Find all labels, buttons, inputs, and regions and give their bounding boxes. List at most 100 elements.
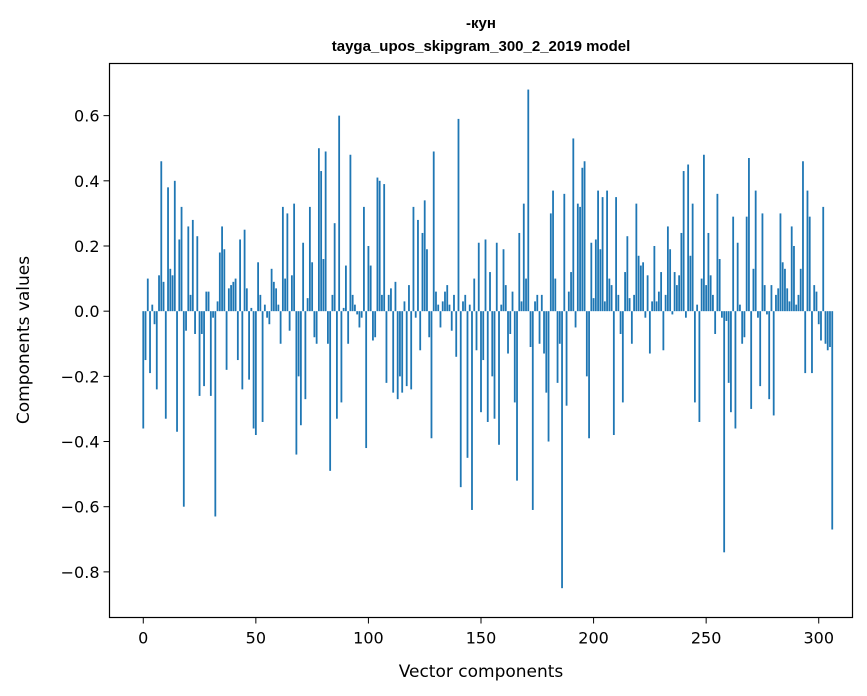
bar-75 — [311, 262, 314, 312]
bar-238 — [678, 275, 681, 312]
bar-101 — [369, 265, 372, 312]
bar-157 — [495, 242, 498, 312]
bar-37 — [225, 311, 228, 370]
x-tick-label: 250 — [691, 629, 722, 648]
bar-227 — [653, 245, 656, 312]
bar-97 — [360, 311, 363, 318]
bar-72 — [304, 311, 307, 400]
bar-25 — [198, 311, 201, 396]
bar-136 — [448, 304, 451, 312]
bar-100 — [367, 245, 370, 312]
bar-115 — [401, 311, 404, 393]
bar-32 — [214, 311, 217, 517]
bar-178 — [543, 311, 545, 354]
y-tick-label: 0.4 — [74, 172, 99, 191]
bar-271 — [752, 268, 755, 312]
bar-109 — [387, 294, 390, 312]
bar-26 — [200, 311, 203, 334]
bar-230 — [660, 272, 663, 312]
bar-256 — [718, 259, 721, 312]
bar-306 — [831, 311, 834, 530]
bar-36 — [223, 249, 226, 312]
bar-199 — [590, 242, 593, 312]
bar-142 — [462, 301, 464, 312]
bar-137 — [450, 311, 453, 331]
bar-10 — [164, 311, 167, 419]
bar-221 — [639, 265, 642, 312]
bar-84 — [331, 294, 334, 312]
bar-296 — [808, 216, 811, 312]
bar-118 — [408, 285, 410, 312]
bar-241 — [684, 311, 687, 318]
bar-190 — [570, 272, 572, 312]
bar-47 — [248, 311, 250, 380]
bar-48 — [250, 307, 253, 312]
bar-11 — [167, 187, 169, 312]
bar-131 — [437, 304, 440, 312]
bar-93 — [351, 294, 354, 312]
bar-130 — [435, 291, 437, 312]
bar-102 — [372, 311, 374, 341]
bar-182 — [552, 190, 554, 312]
bar-124 — [421, 232, 424, 312]
bar-106 — [381, 294, 383, 312]
bar-234 — [669, 249, 672, 312]
bar-303 — [824, 311, 827, 344]
bar-232 — [664, 294, 667, 312]
bar-198 — [588, 311, 590, 439]
bar-217 — [630, 311, 633, 344]
x-tick-label: 100 — [353, 629, 384, 648]
bar-186 — [561, 311, 563, 589]
bar-144 — [466, 311, 469, 458]
bar-73 — [306, 298, 309, 312]
y-tick-label: 0.0 — [74, 302, 99, 321]
bar-39 — [230, 285, 232, 312]
bar-135 — [446, 285, 449, 312]
chart-subtitle: tayga_upos_skipgram_300_2_2019 model — [332, 38, 631, 55]
bar-175 — [536, 294, 539, 312]
bar-159 — [500, 304, 503, 312]
bar-244 — [691, 203, 694, 312]
bar-203 — [599, 249, 602, 312]
bar-298 — [813, 285, 816, 312]
bar-288 — [790, 226, 793, 312]
bar-281 — [775, 294, 777, 312]
x-tick-label: 0 — [138, 629, 148, 648]
bar-50 — [254, 311, 257, 436]
bar-8 — [160, 161, 163, 312]
bar-119 — [410, 311, 413, 390]
x-axis-label: Vector components — [399, 662, 564, 682]
bar-247 — [698, 311, 701, 422]
bar-263 — [734, 311, 737, 429]
bar-215 — [626, 236, 629, 312]
bar-300 — [817, 311, 820, 325]
bar-213 — [621, 311, 624, 403]
bar-278 — [768, 311, 771, 400]
bar-21 — [189, 294, 192, 312]
bar-38 — [227, 288, 230, 312]
bar-128 — [430, 311, 433, 439]
bar-248 — [700, 278, 703, 312]
bar-126 — [426, 249, 428, 312]
bar-272 — [754, 190, 757, 312]
bar-204 — [601, 197, 604, 312]
bar-96 — [358, 311, 361, 328]
bar-302 — [822, 206, 825, 312]
bar-218 — [633, 294, 635, 312]
bar-191 — [572, 138, 575, 312]
bar-104 — [376, 177, 379, 312]
bar-209 — [612, 311, 615, 436]
bar-235 — [671, 311, 674, 315]
bar-269 — [748, 158, 750, 312]
bar-254 — [714, 311, 717, 334]
bar-29 — [207, 291, 210, 312]
bar-266 — [741, 311, 744, 344]
bar-44 — [241, 311, 244, 390]
bar-252 — [709, 275, 712, 312]
bar-297 — [811, 311, 813, 374]
bar-255 — [716, 193, 719, 312]
bar-123 — [419, 311, 422, 351]
bar-197 — [585, 311, 588, 377]
bar-148 — [475, 311, 478, 351]
bar-129 — [432, 151, 435, 312]
